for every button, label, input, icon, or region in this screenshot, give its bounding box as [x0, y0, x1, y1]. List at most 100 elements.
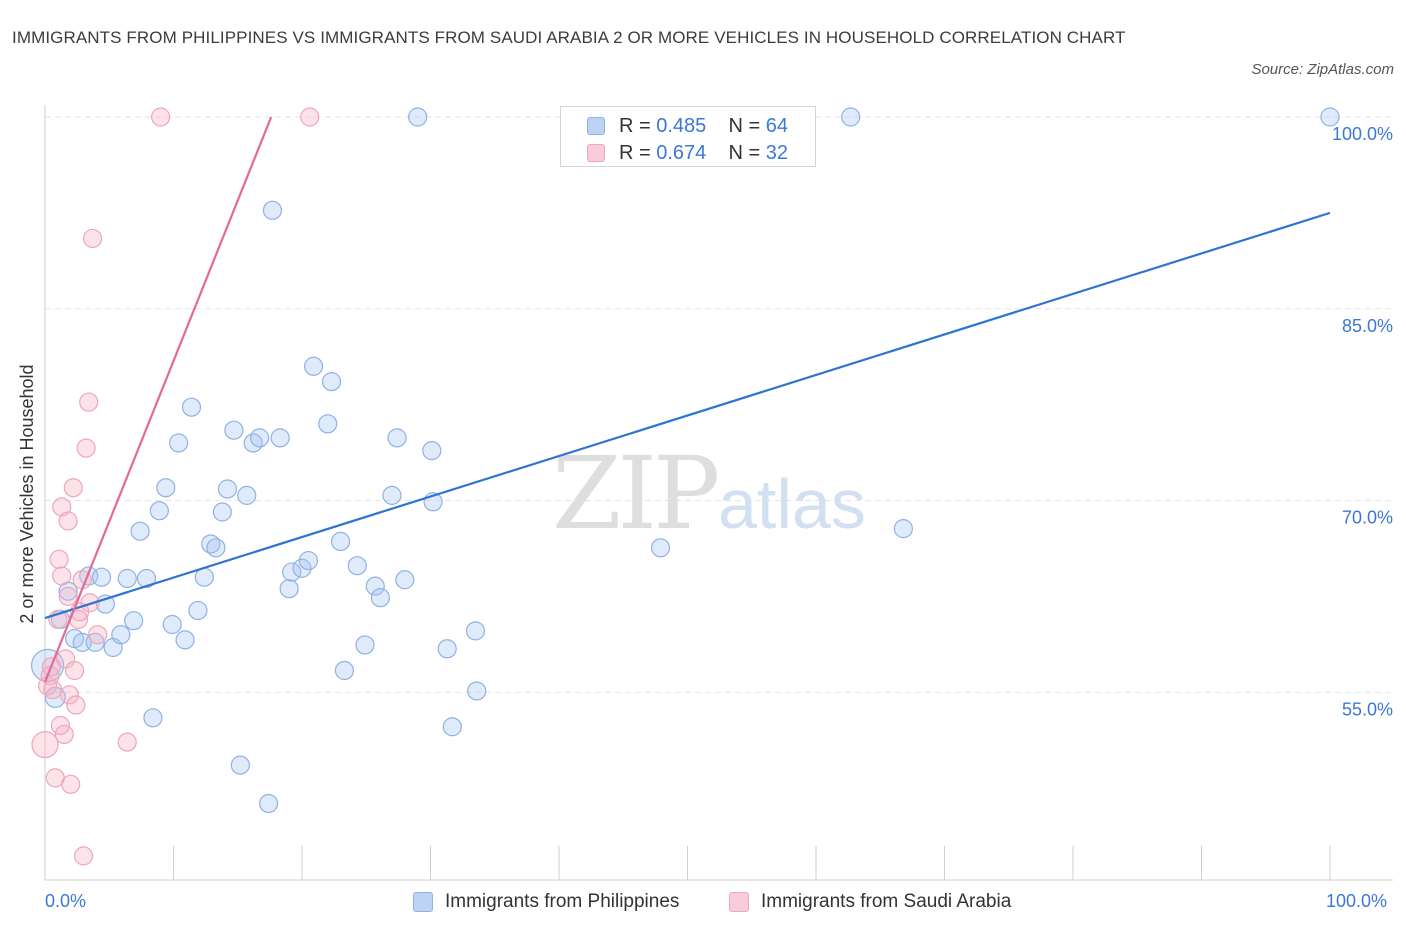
philippines-point-47	[355, 635, 375, 655]
saudi-point-16	[63, 478, 83, 498]
saudi-point-29	[151, 107, 171, 127]
bottom-legend-label-philippines: Immigrants from Philippines	[445, 891, 680, 912]
legend-r-value: 0.485	[656, 115, 707, 137]
legend-r-label: R =	[619, 115, 651, 137]
saudi-point-25	[80, 593, 100, 613]
philippines-point-28	[217, 479, 238, 499]
saudi-point-23	[76, 438, 96, 458]
philippines-point-37	[279, 579, 299, 599]
bottom-legend-swatch-blue	[413, 892, 433, 912]
saudi-point-26	[82, 228, 103, 249]
y-tick-label: 100.0%	[1332, 124, 1393, 144]
philippines-point-25	[201, 534, 221, 554]
saudi-point-18	[66, 695, 86, 715]
philippines-point-49	[370, 588, 390, 608]
source-label: Source: ZipAtlas.com	[1251, 61, 1394, 78]
saudi-point-27	[88, 625, 108, 645]
y-tick-labels: 55.0% 70.0% 85.0% 100.0%	[1332, 124, 1393, 719]
philippines-point-40	[298, 550, 319, 571]
saudi-point-15	[61, 774, 81, 794]
philippines-point-29	[224, 420, 244, 440]
philippines-point-43	[321, 372, 342, 392]
philippines-point-16	[143, 708, 163, 728]
philippines-point-17	[149, 501, 169, 521]
philippines-point-30	[230, 755, 250, 775]
saudi-trend-line	[43, 116, 273, 683]
saudi-point-13	[58, 511, 78, 531]
saudi-point-10	[54, 724, 74, 745]
trend-lines	[43, 116, 1331, 683]
philippines-point-39	[292, 558, 312, 578]
philippines-point-63	[1320, 107, 1340, 127]
philippines-point-27	[212, 502, 232, 522]
legend-swatch-pink	[587, 144, 605, 162]
chart-title: IMMIGRANTS FROM PHILIPPINES VS IMMIGRANT…	[12, 28, 1126, 47]
philippines-point-56	[437, 639, 457, 659]
philippines-point-22	[181, 397, 202, 417]
philippines-point-50	[382, 485, 402, 505]
philippines-point-11	[111, 625, 131, 645]
philippines-point-53	[408, 107, 428, 127]
legend-r-value: 0.674	[656, 142, 707, 164]
philippines-point-20	[169, 433, 189, 453]
saudi-point-14	[59, 685, 80, 705]
saudi-point-28	[117, 732, 137, 752]
philippines-point-59	[467, 681, 487, 701]
philippines-point-51	[387, 428, 407, 448]
saudi-point-9	[52, 497, 72, 517]
y-axis-label: 2 or more Vehicles in Household	[17, 364, 37, 623]
philippines-point-54	[422, 441, 442, 461]
bottom-legend-swatch-pink	[729, 892, 749, 912]
philippines-point-23	[188, 600, 208, 621]
saudi-point-7	[52, 566, 72, 586]
gridlines	[45, 116, 1393, 693]
legend-n-value: 32	[765, 142, 789, 164]
philippines-point-41	[303, 356, 324, 376]
philippines-point-38	[282, 562, 302, 582]
philippines-point-8	[91, 567, 112, 587]
legend-r-label: R =	[619, 142, 651, 164]
philippines-point-58	[465, 621, 486, 641]
legend-swatch-blue	[587, 117, 605, 135]
saudi-point-6	[49, 549, 69, 569]
watermark: ZIP atlas	[552, 435, 866, 552]
philippines-trend-line	[44, 211, 1331, 620]
philippines-point-33	[249, 428, 270, 448]
philippines-point-18	[156, 478, 176, 498]
philippines-point-34	[258, 793, 279, 814]
philippines-point-62	[893, 519, 913, 539]
saudi-point-22	[73, 846, 94, 866]
philippines-point-31	[237, 485, 257, 505]
philippines-point-21	[175, 630, 195, 650]
philippines-point-14	[130, 521, 150, 541]
series-philippines-points	[30, 107, 1340, 814]
saudi-point-0	[31, 731, 59, 759]
saudi-point-17	[64, 660, 85, 681]
y-tick-label: 55.0%	[1342, 699, 1393, 719]
philippines-point-52	[395, 570, 415, 590]
philippines-point-42	[318, 414, 338, 434]
philippines-point-46	[347, 556, 367, 576]
philippines-point-36	[270, 428, 290, 448]
philippines-point-57	[442, 717, 462, 737]
philippines-point-45	[334, 660, 355, 681]
saudi-point-12	[58, 586, 78, 606]
x-axis-min-label: 0.0%	[45, 891, 87, 911]
philippines-point-32	[243, 433, 263, 453]
bottom-legend-label-saudi: Immigrants from Saudi Arabia	[761, 891, 1012, 912]
philippines-point-12	[117, 568, 137, 589]
philippines-point-15	[136, 568, 157, 589]
philippines-point-26	[206, 538, 226, 558]
y-tick-label: 85.0%	[1342, 316, 1393, 336]
stats-legend: R = 0.485 N = 64 R = 0.674 N = 32	[560, 106, 816, 167]
saudi-point-30	[300, 107, 320, 127]
legend-n-value: 64	[765, 115, 789, 137]
x-axis-max-label: 100.0%	[1326, 891, 1388, 911]
philippines-point-19	[162, 614, 182, 635]
legend-n-label: N =	[728, 142, 761, 164]
philippines-point-44	[330, 531, 351, 552]
philippines-point-60	[650, 538, 671, 558]
y-tick-label: 70.0%	[1342, 508, 1393, 528]
saudi-point-24	[79, 392, 99, 412]
